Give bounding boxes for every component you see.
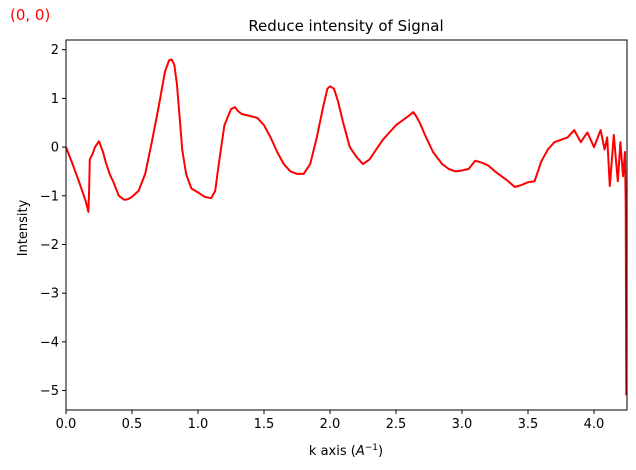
- y-tick-label: −5: [40, 384, 59, 399]
- y-tick-label: −2: [40, 238, 59, 253]
- series-layer: [66, 58, 627, 396]
- x-tick-label: 0.5: [122, 417, 143, 432]
- y-tick-label: 2: [51, 43, 59, 58]
- y-tick-label: −3: [40, 287, 59, 302]
- x-tick-label: 2.5: [386, 417, 407, 432]
- x-tick-label: 1.0: [188, 417, 209, 432]
- x-tick-label: 0.0: [56, 417, 77, 432]
- y-tick-label: 1: [51, 92, 59, 107]
- y-tick-label: −4: [40, 335, 59, 350]
- x-axis-label: k axis (A−1): [309, 443, 383, 459]
- y-tick-label: −1: [40, 189, 59, 204]
- x-tick-label: 2.0: [320, 417, 341, 432]
- plot-area: [66, 40, 627, 410]
- axes-frame: [65, 39, 628, 411]
- x-tick-label: 1.5: [254, 417, 275, 432]
- corner-coordinate-label: (0, 0): [10, 6, 51, 24]
- series-line-0: [66, 58, 627, 396]
- x-tick-label: 3.5: [518, 417, 539, 432]
- chart-title: Reduce intensity of Signal: [248, 17, 443, 35]
- y-tick-label: 0: [51, 141, 59, 156]
- x-tick-label: 3.0: [452, 417, 473, 432]
- y-axis-label: Intensity: [16, 199, 31, 256]
- plot-background: [66, 40, 627, 410]
- axes: 0.0 0.5 1.0 1.5 2.0 2.5 3.0 3.5 4.0 2 1 0 −1 −2 −3 −4 −5: [40, 39, 628, 432]
- x-tick-label: 4.0: [584, 417, 605, 432]
